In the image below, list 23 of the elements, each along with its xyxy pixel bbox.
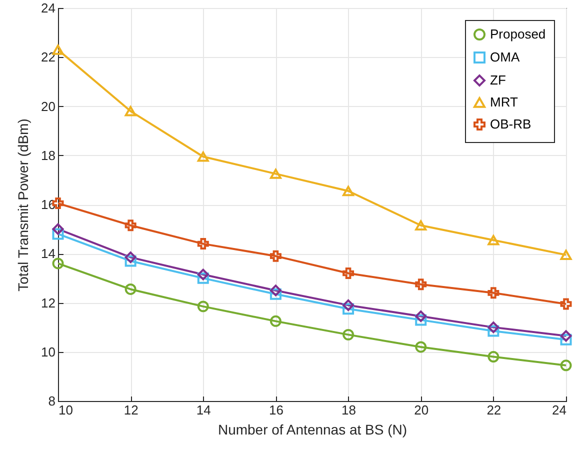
x-tick-label: 20	[414, 402, 429, 418]
y-tick-label: 22	[41, 50, 56, 65]
x-tick-label: 18	[342, 402, 356, 418]
x-tick-label: 12	[124, 402, 138, 418]
x-tick-label: 16	[268, 402, 284, 418]
legend-label: MRT	[490, 94, 518, 110]
x-axis-title: Number of Antennas at BS (N)	[218, 422, 408, 438]
x-tick-label: 14	[196, 402, 211, 418]
legend-label: ZF	[490, 72, 506, 88]
legend-label: Proposed	[490, 26, 546, 42]
legend-label: OB-RB	[490, 116, 532, 132]
x-tick-label: 22	[486, 402, 502, 418]
y-tick-label: 10	[41, 344, 56, 360]
legend-label: OMA	[490, 50, 520, 64]
y-axis-title: Total Transmit Power (dBm)	[15, 118, 32, 292]
x-tick-label: 10	[58, 402, 73, 418]
y-tick-label: 8	[48, 394, 56, 408]
y-tick-label: 12	[41, 295, 56, 310]
y-tick-label: 18	[41, 148, 56, 163]
y-tick-label: 14	[41, 246, 56, 262]
x-tick-label: 24	[552, 402, 566, 418]
y-tick-label: 20	[41, 98, 56, 114]
y-tick-label: 24	[41, 0, 56, 16]
